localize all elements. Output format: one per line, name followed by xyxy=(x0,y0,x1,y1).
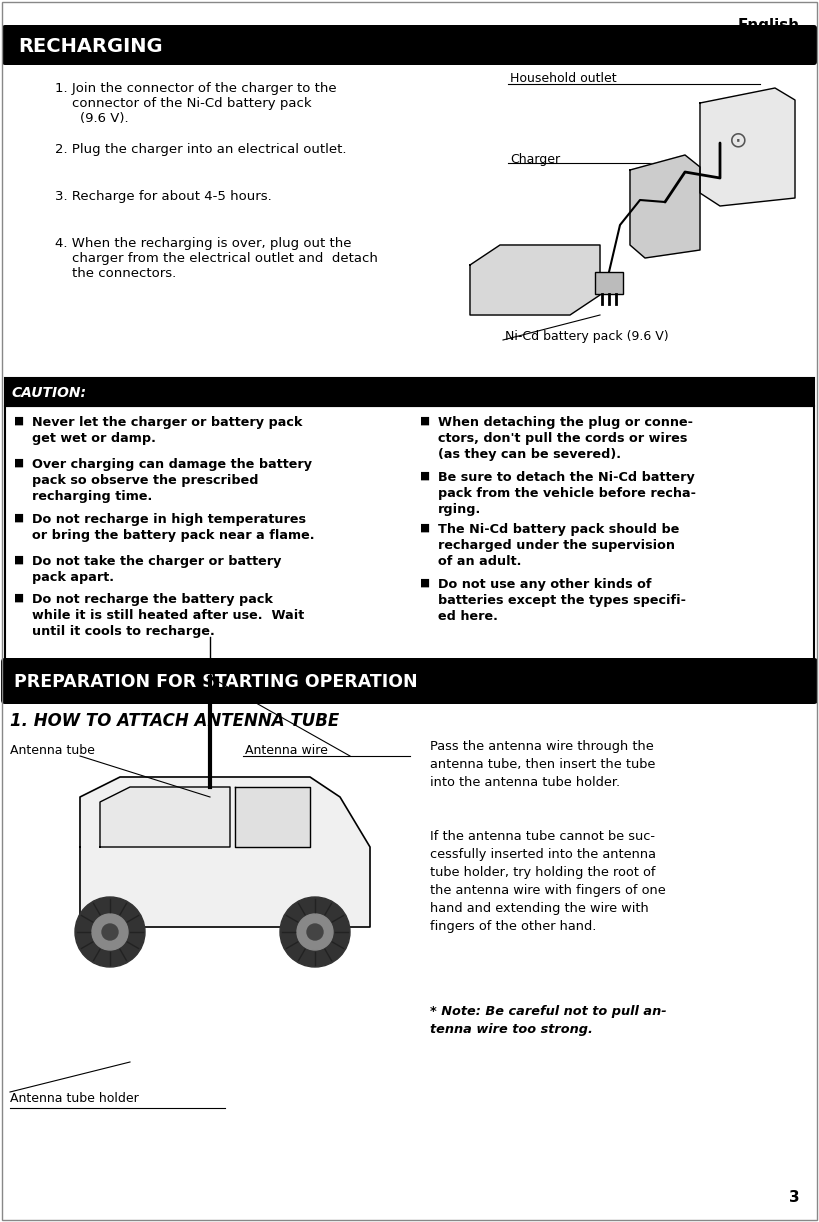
Polygon shape xyxy=(80,777,370,927)
Text: Do not take the charger or battery
pack apart.: Do not take the charger or battery pack … xyxy=(32,555,282,584)
Text: ■: ■ xyxy=(420,523,430,533)
Text: Charger: Charger xyxy=(510,153,560,166)
Bar xyxy=(5,406,814,660)
Circle shape xyxy=(307,924,323,940)
Text: * Note: Be careful not to pull an-
tenna wire too strong.: * Note: Be careful not to pull an- tenna… xyxy=(430,1004,667,1036)
Text: 1. HOW TO ATTACH ANTENNA TUBE: 1. HOW TO ATTACH ANTENNA TUBE xyxy=(10,712,339,730)
Text: charger from the electrical outlet and  detach: charger from the electrical outlet and d… xyxy=(72,252,378,265)
Circle shape xyxy=(75,897,145,967)
FancyBboxPatch shape xyxy=(2,24,817,65)
Text: The Ni-Cd battery pack should be
recharged under the supervision
of an adult.: The Ni-Cd battery pack should be recharg… xyxy=(438,523,680,568)
Circle shape xyxy=(102,924,118,940)
Text: Never let the charger or battery pack
get wet or damp.: Never let the charger or battery pack ge… xyxy=(32,415,302,445)
Text: PREPARATION FOR STARTING OPERATION: PREPARATION FOR STARTING OPERATION xyxy=(14,673,418,690)
Text: 4. When the recharging is over, plug out the: 4. When the recharging is over, plug out… xyxy=(55,237,351,251)
Circle shape xyxy=(280,897,350,967)
FancyBboxPatch shape xyxy=(1,657,818,704)
Text: ■: ■ xyxy=(420,578,430,588)
Text: 3. Recharge for about 4-5 hours.: 3. Recharge for about 4-5 hours. xyxy=(55,189,272,203)
Polygon shape xyxy=(700,88,795,207)
Circle shape xyxy=(297,914,333,949)
Circle shape xyxy=(92,914,128,949)
Text: ■: ■ xyxy=(14,593,24,602)
Bar xyxy=(5,378,814,406)
Text: Be sure to detach the Ni-Cd battery
pack from the vehicle before recha-
rging.: Be sure to detach the Ni-Cd battery pack… xyxy=(438,470,696,516)
Text: Pass the antenna wire through the
antenna tube, then insert the tube
into the an: Pass the antenna wire through the antenn… xyxy=(430,741,655,789)
Text: CAUTION:: CAUTION: xyxy=(12,386,87,400)
Text: ■: ■ xyxy=(14,415,24,426)
Text: Antenna tube holder: Antenna tube holder xyxy=(10,1092,138,1105)
Polygon shape xyxy=(630,155,700,258)
Text: English: English xyxy=(738,18,800,33)
Text: ■: ■ xyxy=(14,513,24,523)
Text: Household outlet: Household outlet xyxy=(510,72,617,86)
Text: Do not recharge the battery pack
while it is still heated after use.  Wait
until: Do not recharge the battery pack while i… xyxy=(32,593,304,638)
Polygon shape xyxy=(470,244,600,315)
Text: ■: ■ xyxy=(14,458,24,468)
Text: Do not use any other kinds of
batteries except the types specifi-
ed here.: Do not use any other kinds of batteries … xyxy=(438,578,686,623)
Text: ■: ■ xyxy=(14,555,24,565)
Text: ⊙: ⊙ xyxy=(729,130,747,150)
Bar xyxy=(595,273,623,295)
Polygon shape xyxy=(100,787,230,847)
Text: connector of the Ni-Cd battery pack: connector of the Ni-Cd battery pack xyxy=(72,97,311,110)
Polygon shape xyxy=(235,787,310,847)
Text: Antenna tube: Antenna tube xyxy=(10,744,95,756)
Text: (9.6 V).: (9.6 V). xyxy=(80,112,129,125)
Text: Do not recharge in high temperatures
or bring the battery pack near a flame.: Do not recharge in high temperatures or … xyxy=(32,513,314,543)
Text: 2. Plug the charger into an electrical outlet.: 2. Plug the charger into an electrical o… xyxy=(55,143,346,156)
Text: Antenna wire: Antenna wire xyxy=(245,744,328,756)
Text: 3: 3 xyxy=(790,1190,800,1205)
Text: When detaching the plug or conne-
ctors, don't pull the cords or wires
(as they : When detaching the plug or conne- ctors,… xyxy=(438,415,693,461)
Text: ■: ■ xyxy=(420,415,430,426)
Text: the connectors.: the connectors. xyxy=(72,266,176,280)
Text: ■: ■ xyxy=(420,470,430,481)
Text: If the antenna tube cannot be suc-
cessfully inserted into the antenna
tube hold: If the antenna tube cannot be suc- cessf… xyxy=(430,830,666,934)
Text: RECHARGING: RECHARGING xyxy=(18,37,163,55)
Text: 1. Join the connector of the charger to the: 1. Join the connector of the charger to … xyxy=(55,82,337,95)
Text: Over charging can damage the battery
pack so observe the prescribed
recharging t: Over charging can damage the battery pac… xyxy=(32,458,312,503)
Text: Ni-Cd battery pack (9.6 V): Ni-Cd battery pack (9.6 V) xyxy=(505,330,668,343)
